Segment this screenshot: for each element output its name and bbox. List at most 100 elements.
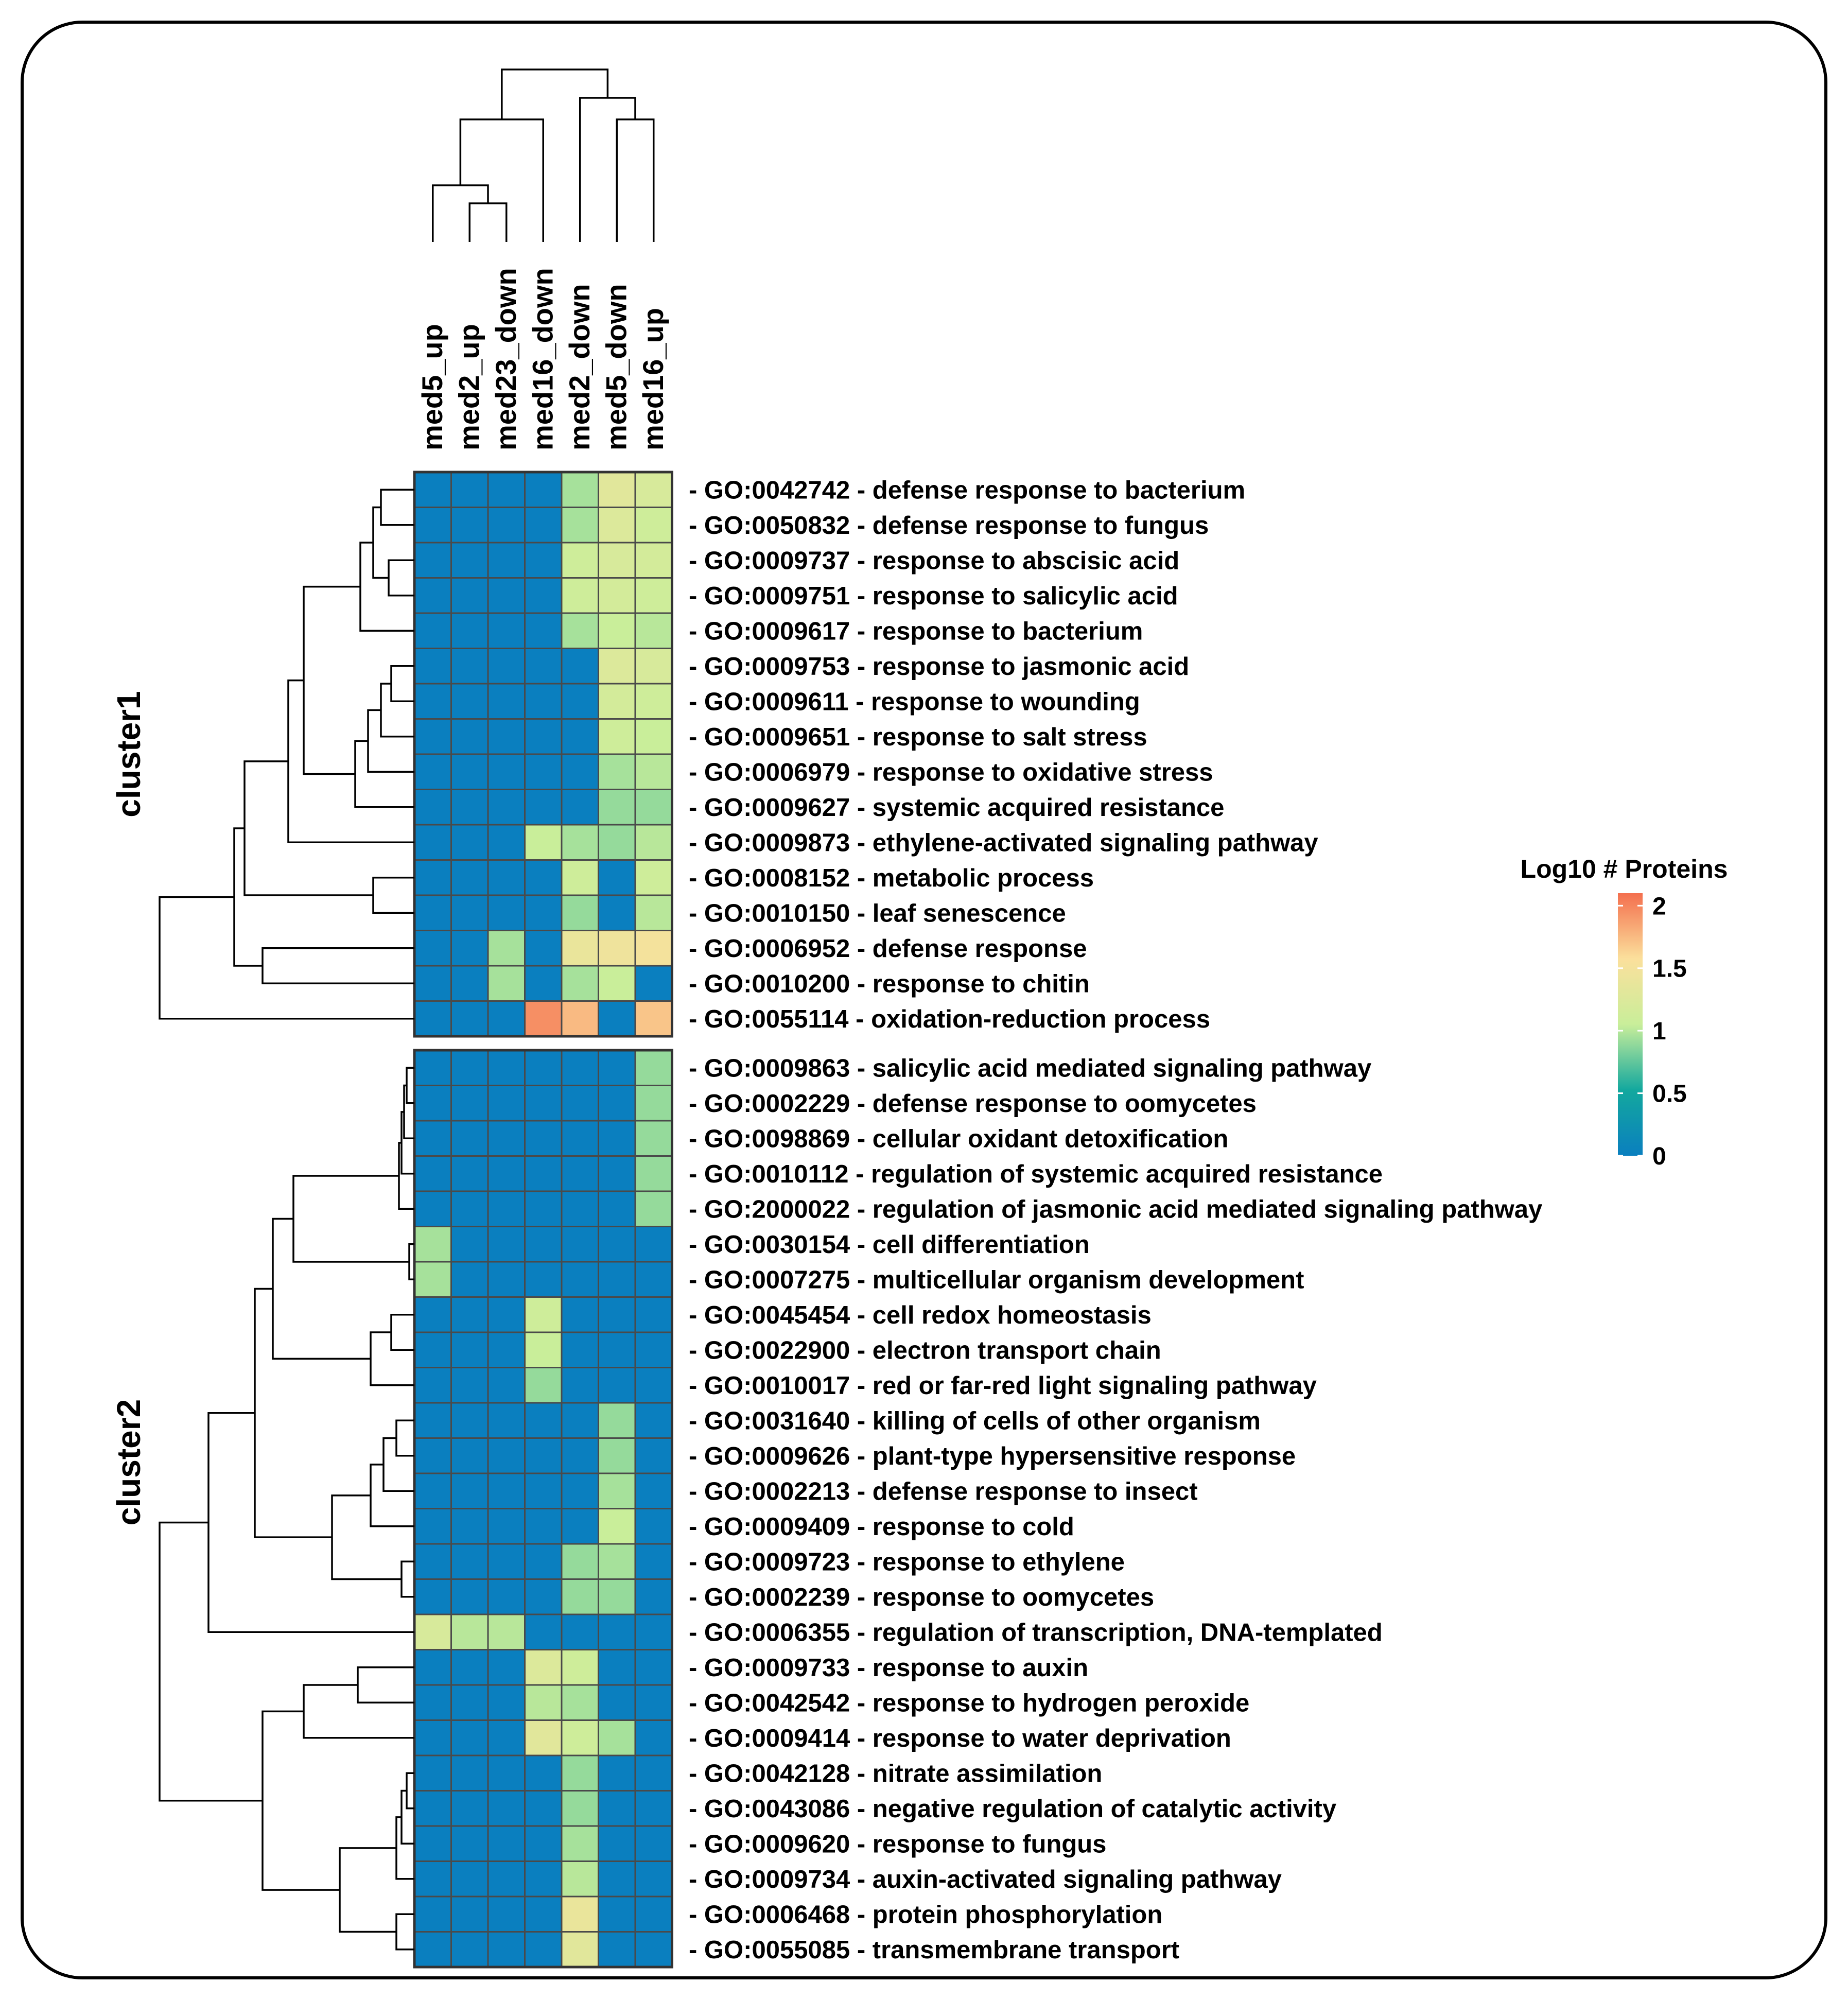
- heatmap-cell: [487, 577, 526, 614]
- heatmap-cell: [634, 471, 673, 508]
- heatmap-cell: [634, 612, 673, 649]
- heatmap-cell: [524, 1895, 563, 1933]
- heatmap-cell: [524, 1085, 563, 1122]
- heatmap-cell: [450, 718, 489, 755]
- row-label: - GO:0055114 - oxidation-reduction proce…: [689, 1005, 1210, 1033]
- heatmap-cell: [634, 1895, 673, 1933]
- row-label: - GO:0009651 - response to salt stress: [689, 723, 1147, 751]
- heatmap-cell: [524, 542, 563, 579]
- heatmap-cell: [487, 1049, 526, 1086]
- heatmap-cell: [487, 1790, 526, 1827]
- heatmap-cell: [561, 894, 599, 931]
- heatmap-cell: [413, 1684, 452, 1721]
- legend-tick-label: 1: [1652, 1018, 1666, 1045]
- heatmap-cell: [450, 1754, 489, 1792]
- row-label: - GO:0009620 - response to fungus: [689, 1830, 1106, 1858]
- dendrogram-branch: [432, 184, 489, 242]
- heatmap-cell: [487, 1719, 526, 1756]
- heatmap-cell: [450, 1684, 489, 1721]
- heatmap-cell: [634, 1402, 673, 1439]
- heatmap-cell: [561, 577, 599, 614]
- heatmap-cell: [561, 1684, 599, 1721]
- heatmap-cell: [487, 1120, 526, 1157]
- heatmap-cell: [413, 1649, 452, 1686]
- heatmap-cell: [413, 930, 452, 967]
- heatmap-cell: [561, 965, 599, 1002]
- heatmap-cell: [561, 1790, 599, 1827]
- heatmap-cell: [561, 1000, 599, 1037]
- heatmap-cell: [598, 1754, 636, 1792]
- heatmap-cell: [413, 753, 452, 790]
- heatmap-cell: [450, 1543, 489, 1580]
- dendrogram-branch: [159, 1521, 263, 1802]
- heatmap-cell: [598, 1790, 636, 1827]
- heatmap-cell: [524, 1190, 563, 1227]
- heatmap-cell: [598, 894, 636, 931]
- heatmap-cell: [561, 1649, 599, 1686]
- legend-title: Log10 # Proteins: [1521, 855, 1728, 883]
- figure-frame: [21, 21, 1827, 1979]
- row-label: - GO:0009751 - response to salicylic aci…: [689, 582, 1178, 610]
- heatmap-cell: [561, 1543, 599, 1580]
- heatmap-cell: [450, 577, 489, 614]
- dendrogram-branch: [382, 1437, 414, 1492]
- row-label: - GO:0009611 - response to wounding: [689, 688, 1140, 716]
- heatmap-cell: [450, 1578, 489, 1615]
- column-labels: med5_up med2_up med23_down med16_down med2_d…: [416, 268, 669, 450]
- heatmap-cell: [598, 507, 636, 544]
- dendrogram-branch: [272, 1218, 371, 1360]
- heatmap-cell: [450, 824, 489, 861]
- heatmap-cell: [413, 1155, 452, 1192]
- heatmap-cell: [634, 1825, 673, 1862]
- dendrogram-branch: [303, 1684, 414, 1739]
- legend-tick-label: 0.5: [1652, 1081, 1687, 1108]
- row-label: - GO:0009737 - response to abscisic acid: [689, 547, 1179, 575]
- heatmap-cell: [413, 683, 452, 720]
- heatmap-cell: [413, 1719, 452, 1756]
- heatmap-cell: [487, 1860, 526, 1898]
- heatmap-cell: [487, 471, 526, 508]
- row-label: - GO:0009414 - response to water depriva…: [689, 1725, 1231, 1752]
- heatmap-cell: [634, 965, 673, 1002]
- heatmap-cell: [598, 1649, 636, 1686]
- row-label: - GO:0006979 - response to oxidative str…: [689, 758, 1213, 786]
- heatmap-cell: [450, 1296, 489, 1333]
- heatmap-cell: [634, 1613, 673, 1650]
- heatmap-cell: [450, 648, 489, 685]
- heatmap-cell: [634, 1367, 673, 1404]
- heatmap-cell: [487, 1437, 526, 1474]
- heatmap-cell: [524, 1684, 563, 1721]
- heatmap-cell: [487, 718, 526, 755]
- heatmap-cell: [561, 789, 599, 826]
- heatmap-cell: [561, 612, 599, 649]
- heatmap-cell: [561, 1155, 599, 1192]
- heatmap-cell: [413, 894, 452, 931]
- heatmap-cell: [524, 894, 563, 931]
- dendrogram-branch: [159, 896, 414, 1020]
- heatmap-cell: [450, 1402, 489, 1439]
- heatmap-cell: [634, 1860, 673, 1898]
- heatmap-cell: [487, 1543, 526, 1580]
- heatmap-cell: [634, 1296, 673, 1333]
- heatmap-cell: [413, 1543, 452, 1580]
- heatmap-cell: [634, 753, 673, 790]
- row-label: - GO:0022900 - electron transport chain: [689, 1336, 1161, 1364]
- heatmap-cell: [598, 753, 636, 790]
- dendrogram-branch: [403, 1084, 414, 1139]
- heatmap-cell: [524, 859, 563, 896]
- heatmap-cell: [487, 1226, 526, 1263]
- cluster-block-border: [413, 471, 673, 1038]
- row-label: - GO:0010112 - regulation of systemic ac…: [689, 1160, 1383, 1188]
- heatmap-cell: [561, 542, 599, 579]
- heatmap-cell: [450, 1895, 489, 1933]
- heatmap-cell: [413, 577, 452, 614]
- heatmap-cell: [561, 1613, 599, 1650]
- heatmap-cell: [561, 1261, 599, 1298]
- dendrogram-branch: [354, 740, 414, 808]
- heatmap-cell: [450, 965, 489, 1002]
- heatmap-cell: [524, 1331, 563, 1368]
- heatmap-cell: [487, 648, 526, 685]
- heatmap-cell: [524, 1367, 563, 1404]
- heatmap-cell: [598, 1860, 636, 1898]
- heatmap-cell: [487, 1508, 526, 1545]
